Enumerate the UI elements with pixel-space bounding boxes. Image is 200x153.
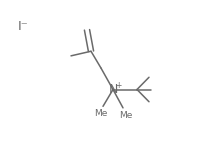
Text: Me: Me [94,109,107,118]
Text: N: N [108,83,118,96]
Text: I⁻: I⁻ [18,20,28,32]
Text: +: + [115,81,122,90]
Text: Me: Me [119,111,132,120]
